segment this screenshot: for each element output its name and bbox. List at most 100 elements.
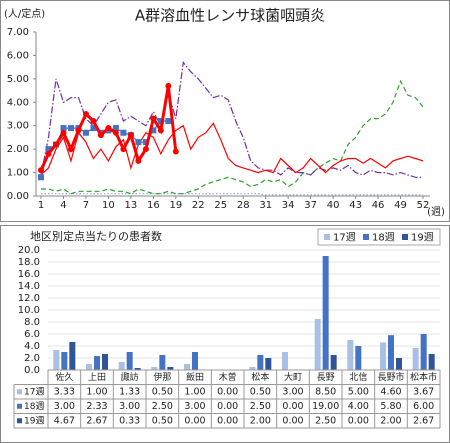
bar [355, 346, 362, 370]
x-tick-label: 43 [349, 200, 362, 211]
marker [127, 132, 134, 139]
bar [412, 347, 419, 370]
line-series [41, 193, 423, 196]
table-cell: 3.67 [413, 386, 434, 397]
table-cell: 2.50 [250, 401, 271, 412]
marker [150, 127, 157, 134]
bar [53, 350, 60, 370]
x-tick-label: 31 [259, 200, 272, 211]
legend-label: 17週 [333, 232, 356, 244]
y-tick-label: 2.00 [7, 144, 29, 155]
x-tick-label: 49 [394, 200, 407, 211]
x-axis-label: (週) [427, 206, 445, 218]
table-cell: 19.00 [312, 401, 339, 412]
table-cell: 4.60 [380, 386, 401, 397]
bar [347, 340, 354, 370]
bar [396, 358, 402, 370]
bar [249, 367, 256, 370]
y-tick-label: 16.0 [18, 269, 40, 280]
x-tick-label: 13 [125, 200, 138, 211]
marker [52, 141, 59, 148]
table-cell: 0.00 [184, 415, 205, 426]
table-cell: 4.67 [54, 415, 75, 426]
marker [38, 174, 44, 181]
legend-key [17, 403, 22, 409]
bar [388, 335, 394, 370]
y-tick-label: 4.00 [7, 97, 29, 108]
table-cell: 0.33 [119, 415, 140, 426]
category-label: 長野市 [377, 371, 404, 383]
table-cell: 2.50 [315, 415, 336, 426]
table-cell: 0.00 [282, 415, 303, 426]
table-cell: 1.33 [119, 386, 140, 397]
table-cell: 2.00 [380, 415, 401, 426]
table-cell: 6.00 [413, 401, 434, 412]
table-cell: 0.50 [152, 386, 173, 397]
marker [90, 125, 97, 132]
bar [118, 362, 125, 370]
x-tick-label: 40 [327, 200, 340, 211]
table-cell: 5.80 [380, 401, 401, 412]
marker [165, 82, 172, 89]
marker [67, 146, 74, 153]
bar [94, 356, 100, 370]
x-tick-label: 28 [237, 200, 250, 211]
table-cell: 0.50 [152, 415, 173, 426]
marker [120, 129, 127, 136]
category-label: 松本 [251, 371, 269, 383]
category-label: 伊那 [153, 371, 171, 383]
line-series [41, 79, 424, 195]
marker [82, 129, 89, 136]
table-cell: 0.00 [282, 401, 303, 412]
category-label: 北信 [349, 371, 367, 383]
category-label: 飯田 [186, 371, 204, 383]
table-cell: 3.00 [282, 386, 303, 397]
marker [172, 148, 179, 155]
legend-key [17, 389, 22, 395]
legend-key [324, 234, 330, 240]
y-axis-label: (人/定点) [4, 7, 45, 20]
category-label: 松本市 [410, 371, 437, 383]
y-tick-label: 6.00 [7, 50, 29, 61]
bar [265, 358, 272, 370]
x-tick-label: 1 [38, 200, 44, 211]
table-cell: 8.50 [315, 386, 336, 397]
bar [159, 355, 166, 370]
bar [151, 367, 158, 370]
table-cell: 4.00 [348, 401, 369, 412]
marker [45, 146, 52, 153]
y-tick-label: 8.0 [24, 317, 40, 328]
marker [120, 146, 127, 153]
y-tick-label: 18.0 [18, 257, 40, 268]
table-cell: 1.00 [86, 386, 107, 397]
bar [61, 352, 68, 370]
marker [75, 127, 82, 134]
x-tick-label: 25 [214, 200, 227, 211]
table-cell: 2.00 [250, 415, 271, 426]
x-tick-label: 46 [372, 200, 385, 211]
category-label: 大町 [284, 371, 302, 383]
line-series [40, 61, 423, 178]
bar [380, 342, 386, 370]
bar [428, 353, 435, 370]
table-cell: 0.00 [217, 415, 238, 426]
table-cell: 2.50 [152, 401, 173, 412]
table-cell: 2.67 [86, 415, 107, 426]
bar [126, 352, 133, 370]
bar [314, 319, 321, 370]
bar [86, 364, 92, 370]
y-tick-label: 20.0 [18, 245, 40, 256]
marker [165, 118, 172, 125]
table-cell: 0.50 [250, 386, 271, 397]
marker [105, 125, 112, 132]
row-header: 17週 [24, 386, 44, 397]
marker [157, 118, 164, 125]
category-label: 木曽 [219, 371, 237, 383]
table-cell: 3.00 [184, 401, 205, 412]
table-cell: 0.00 [217, 401, 238, 412]
y-tick-label: 0.00 [7, 191, 29, 202]
category-label: 諏訪 [121, 371, 139, 383]
y-tick-label: 5.00 [7, 74, 29, 85]
y-tick-label: 7.00 [7, 27, 29, 38]
marker [150, 115, 157, 122]
